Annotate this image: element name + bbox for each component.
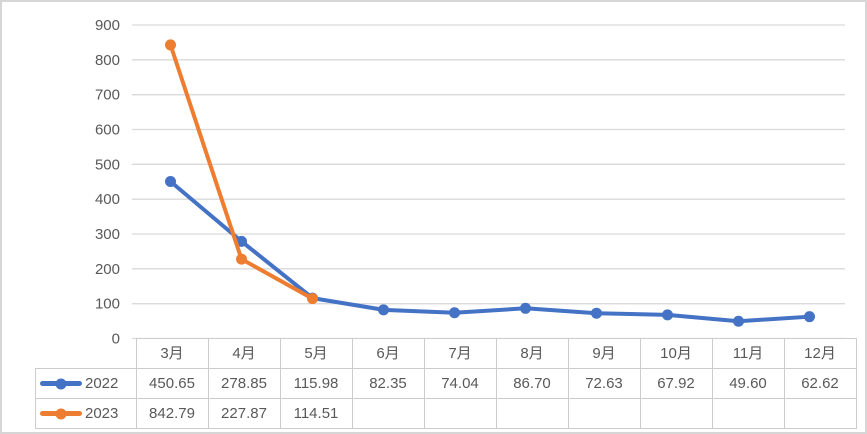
value-cell: 115.98 <box>279 368 353 399</box>
y-axis-tick-label: 600 <box>95 122 120 139</box>
series-name-label: 2023 <box>85 405 119 422</box>
legend-cell-2022: 2022 <box>35 368 137 399</box>
legend-cell-2023: 2023 <box>35 398 137 429</box>
y-axis-tick-label: 300 <box>95 226 120 243</box>
y-axis-tick-label: 200 <box>95 261 120 278</box>
y-axis-tick-label: 400 <box>95 191 120 208</box>
value-cell: 72.63 <box>567 368 641 399</box>
value-cell <box>639 398 713 429</box>
series-marker-2022 <box>520 302 531 314</box>
series-marker-2023 <box>236 253 247 265</box>
month-header-cell: 7月 <box>423 338 497 369</box>
value-cell <box>423 398 497 429</box>
value-cell: 86.70 <box>495 368 569 399</box>
month-header-cell: 9月 <box>567 338 641 369</box>
series-marker-2022 <box>804 311 815 323</box>
series-line-2022 <box>168 179 812 324</box>
month-header-cell: 11月 <box>711 338 785 369</box>
table-row-2023: 2023 842.79 227.87 114.51 <box>35 398 857 429</box>
legend-key-icon-2022 <box>40 378 82 389</box>
month-header-cell: 4月 <box>207 338 281 369</box>
value-cell <box>495 398 569 429</box>
month-header-cell: 3月 <box>135 338 209 369</box>
value-cell <box>567 398 641 429</box>
month-header-cell: 10月 <box>639 338 713 369</box>
value-cell: 82.35 <box>351 368 425 399</box>
value-cell: 450.65 <box>135 368 209 399</box>
series-marker-2022 <box>449 307 460 319</box>
series-marker-2022 <box>733 315 744 327</box>
y-axis-tick-label: 500 <box>95 156 120 173</box>
table-corner-cell <box>36 339 137 369</box>
value-cell <box>711 398 785 429</box>
value-cell: 227.87 <box>207 398 281 429</box>
y-axis-tick-label: 100 <box>95 296 120 313</box>
value-cell: 278.85 <box>207 368 281 399</box>
series-marker-2022 <box>591 307 602 319</box>
y-axis-tick-label: 700 <box>95 87 120 104</box>
value-cell: 74.04 <box>423 368 497 399</box>
chart-data-table: 3月 4月 5月 6月 7月 8月 9月 10月 11月 12月 2022 450.65 278.85 1… <box>35 338 857 429</box>
y-axis-tick-label: 0 <box>112 331 120 348</box>
value-cell: 842.79 <box>135 398 209 429</box>
y-axis-tick-label: 900 <box>95 17 120 34</box>
series-marker-2022 <box>165 176 176 188</box>
table-row-2022: 2022 450.65 278.85 115.98 82.35 74.04 86.70 72.… <box>35 368 857 399</box>
value-cell <box>783 398 857 429</box>
value-cell: 49.60 <box>711 368 785 399</box>
month-header-cell: 12月 <box>783 338 857 369</box>
series-marker-2022 <box>378 304 389 316</box>
month-header-cell: 8月 <box>495 338 569 369</box>
value-cell: 67.92 <box>639 368 713 399</box>
series-name-label: 2022 <box>85 375 119 392</box>
table-header-row: 3月 4月 5月 6月 7月 8月 9月 10月 11月 12月 <box>36 338 857 369</box>
month-header-cell: 5月 <box>279 338 353 369</box>
value-cell <box>351 398 425 429</box>
value-cell: 114.51 <box>279 398 353 429</box>
series-marker-2022 <box>236 235 247 247</box>
value-cell: 62.62 <box>783 368 857 399</box>
series-marker-2023 <box>165 39 176 51</box>
month-header-cell: 6月 <box>351 338 425 369</box>
legend-key-icon-2023 <box>40 408 82 419</box>
series-marker-2022 <box>662 309 673 321</box>
series-marker-2023 <box>307 293 318 305</box>
y-axis-tick-label: 800 <box>95 52 120 69</box>
